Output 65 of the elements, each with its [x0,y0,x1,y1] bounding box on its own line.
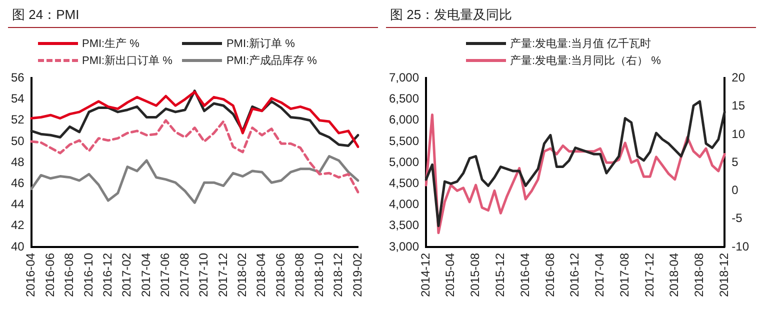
y2-tick-label: 0 [732,183,739,198]
legend-label: PMI:新订单 % [226,36,295,51]
legend-label: PMI:产成品库存 % [226,54,317,68]
x-tick-label: 2016-06 [42,252,57,298]
x-tick-label: 2014-12 [418,252,432,298]
x-tick-label: 2018-08 [292,252,307,298]
x-tick-label: 2016-04 [24,252,38,298]
x-tick-label: 2017-04 [138,252,153,298]
x-tick-label: 2017-08 [617,252,632,298]
y2-tick-label: 10 [732,126,746,141]
y-tick-label: 7,000 [389,70,420,85]
x-tick-label: 2018-04 [254,252,268,298]
x-tick-label: 2018-02 [235,252,250,298]
x-tick-label: 2016-08 [62,252,76,298]
legend-label: PMI:新出口订单 % [82,54,172,68]
x-tick-label: 2018-04 [667,252,682,298]
x-tick-label: 2017-12 [216,252,230,298]
y-tick-label: 6,500 [389,92,420,106]
x-tick-label: 2017-06 [158,252,172,298]
y-tick-label: 5,000 [389,154,420,169]
x-tick-label: 2018-12 [331,252,346,298]
x-tick-label: 2018-10 [312,252,326,298]
y-tick-label: 54 [10,92,25,106]
y-tick-label: 3,000 [389,239,420,254]
y-tick-label: 50 [10,134,25,148]
y-tick-label: 56 [10,70,25,85]
y2-tick-label: 5 [732,154,739,169]
y2-tick-label: 15 [732,98,746,113]
y-tick-label: 5,500 [389,134,420,148]
x-tick-label: 2016-08 [542,252,557,298]
legend-label: PMI:生产 % [82,36,140,51]
x-tick-label: 2018-06 [273,252,288,298]
y-tick-label: 6,000 [389,112,420,127]
y2-tick-label: -5 [732,211,743,226]
x-tick-label: 2016-12 [568,252,582,298]
x-tick-label: 2015-12 [493,252,507,298]
x-tick-label: 2016-12 [100,252,115,298]
x-tick-label: 2017-10 [196,252,211,298]
y-tick-label: 42 [10,218,25,232]
chart-title: 图 25：发电量及同比 [386,0,756,28]
x-tick-label: 2017-08 [177,252,192,298]
x-tick-label: 2017-04 [592,252,607,298]
x-tick-label: 2017-12 [642,252,656,298]
chart-title: 图 24：PMI [8,0,378,28]
y-tick-label: 44 [10,197,25,212]
y2-tick-label: 20 [732,70,746,85]
y-tick-label: 52 [10,112,25,127]
x-tick-label: 2018-12 [716,252,731,298]
y-tick-label: 48 [10,154,25,169]
x-tick-label: 2019-02 [350,252,364,298]
x-tick-label: 2015-08 [468,252,482,298]
x-tick-label: 2016-04 [518,252,532,298]
legend-label: 产量:发电量:当月同比（右） % [510,54,661,68]
y-tick-label: 40 [10,239,25,254]
x-tick-label: 2017-02 [120,252,134,298]
x-tick-label: 2018-08 [692,252,706,298]
legend-label: 产量:发电量:当月值 亿千瓦时 [510,36,652,51]
y2-tick-label: -10 [732,239,750,254]
y-tick-label: 4,500 [389,176,420,190]
x-tick-label: 2015-04 [443,252,458,298]
line-series [30,119,360,194]
y-tick-label: 46 [10,176,25,190]
y-tick-label: 3,500 [389,218,420,232]
y-tick-label: 4,000 [389,197,420,212]
x-tick-label: 2016-10 [81,252,96,298]
